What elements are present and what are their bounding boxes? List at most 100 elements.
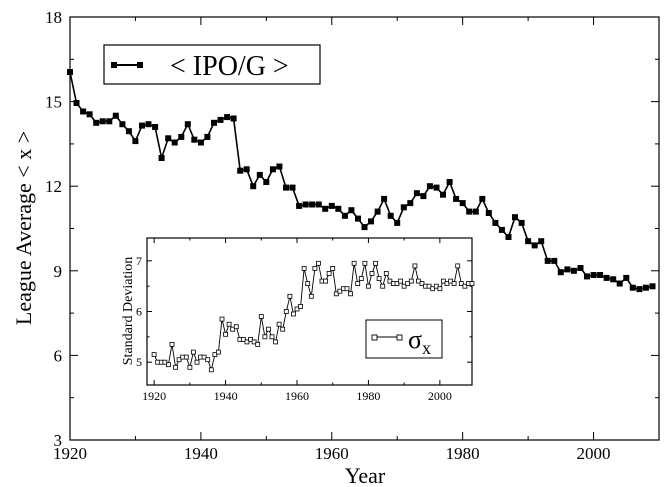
main-data-point bbox=[283, 184, 289, 191]
inset-data-point bbox=[426, 283, 432, 289]
inset-data-point bbox=[419, 281, 425, 287]
inset-data-point bbox=[387, 278, 393, 284]
main-data-point bbox=[67, 69, 73, 75]
main-data-point bbox=[538, 238, 545, 245]
main-data-point bbox=[584, 273, 590, 280]
inset-data-point bbox=[369, 271, 375, 276]
main-data-point bbox=[636, 286, 643, 293]
inset-data-point bbox=[323, 278, 329, 284]
inset-data-point bbox=[326, 271, 332, 276]
main-legend-marker-2 bbox=[137, 62, 143, 68]
inset-data-point bbox=[376, 276, 382, 282]
inset-data-point bbox=[280, 326, 286, 332]
inset-data-point bbox=[294, 306, 300, 312]
main-data-point bbox=[564, 266, 571, 273]
main-data-point bbox=[577, 265, 584, 271]
main-legend-marker-1 bbox=[111, 62, 117, 68]
main-data-point bbox=[256, 171, 263, 178]
inset-data-point bbox=[201, 354, 207, 360]
inset-data-point bbox=[301, 265, 307, 271]
main-data-point bbox=[440, 191, 446, 198]
inset-data-point bbox=[444, 281, 450, 287]
inset-data-point bbox=[208, 367, 214, 373]
main-data-point bbox=[518, 219, 525, 226]
inset-legend-marker-1 bbox=[371, 334, 378, 341]
main-data-point bbox=[341, 212, 348, 219]
inset-data-point bbox=[226, 321, 232, 327]
main-data-point bbox=[361, 224, 368, 231]
inset-x-tick-label: 1940 bbox=[214, 389, 238, 403]
inset-legend-label: σx bbox=[408, 325, 431, 358]
main-data-point bbox=[322, 205, 329, 212]
main-x-tick-label: 1960 bbox=[315, 444, 349, 463]
main-data-point bbox=[125, 128, 132, 135]
main-data-point bbox=[610, 276, 617, 283]
inset-data-point bbox=[151, 352, 157, 358]
main-data-point bbox=[453, 195, 460, 202]
inset-data-point bbox=[365, 283, 371, 289]
inset-data-point bbox=[433, 283, 439, 289]
main-data-point bbox=[557, 269, 564, 276]
main-data-point bbox=[492, 219, 499, 226]
main-data-point bbox=[348, 207, 355, 214]
inset-data-point bbox=[315, 260, 321, 266]
main-data-point bbox=[269, 166, 276, 173]
main-data-point bbox=[649, 283, 656, 290]
inset-data-point bbox=[173, 364, 179, 370]
inset-data-point bbox=[312, 265, 318, 271]
inset-data-point bbox=[355, 281, 361, 287]
main-y-tick-label: 6 bbox=[54, 346, 63, 365]
main-data-point bbox=[525, 238, 532, 245]
main-axis-ticks: 1920 1940 1960 1980 2000 3 6 9 12 15 18 bbox=[45, 8, 660, 463]
main-data-point bbox=[623, 274, 630, 281]
main-data-point bbox=[191, 136, 198, 143]
inset-data-point bbox=[415, 278, 421, 284]
inset-data-point bbox=[405, 281, 411, 287]
main-data-point bbox=[158, 155, 165, 161]
inset-data-point bbox=[440, 278, 446, 284]
main-x-tick-label: 1980 bbox=[446, 444, 480, 463]
main-data-point bbox=[152, 124, 159, 130]
inset-series bbox=[151, 260, 475, 373]
inset-data-point bbox=[287, 293, 293, 299]
inset-data-point bbox=[437, 286, 443, 292]
main-x-tick-label: 1920 bbox=[53, 444, 87, 463]
main-y-tick-label: 9 bbox=[54, 262, 63, 281]
main-data-point bbox=[211, 119, 217, 126]
inset-data-point bbox=[455, 263, 461, 269]
inset-data-point bbox=[169, 341, 175, 347]
main-data-point bbox=[498, 226, 505, 233]
inset-data-point bbox=[308, 293, 314, 299]
inset-data-point bbox=[162, 359, 168, 365]
inset-x-tick-label: 1980 bbox=[356, 389, 380, 403]
inset-data-point bbox=[448, 278, 454, 284]
main-y-tick-label: 15 bbox=[45, 93, 62, 112]
main-x-tick-label: 2000 bbox=[577, 444, 611, 463]
inset-data-point bbox=[401, 283, 407, 289]
inset-data-point bbox=[344, 286, 350, 292]
main-data-point bbox=[99, 118, 106, 125]
inset-data-point bbox=[183, 354, 189, 360]
main-data-point bbox=[112, 112, 119, 119]
main-data-point bbox=[551, 257, 558, 264]
inset-data-point bbox=[298, 303, 304, 309]
main-data-point bbox=[355, 215, 361, 222]
inset-data-point bbox=[290, 311, 296, 317]
y-axis-title: League Average < x > bbox=[11, 131, 36, 325]
inset-data-point bbox=[469, 281, 475, 287]
main-y-tick-label: 18 bbox=[45, 8, 62, 27]
inset-data-point bbox=[190, 349, 196, 355]
inset-data-point bbox=[305, 281, 311, 287]
main-data-point bbox=[394, 219, 401, 226]
inset-y-axis-title: Standard Deviation bbox=[121, 257, 136, 365]
inset-data-point bbox=[380, 283, 386, 289]
inset-data-point bbox=[255, 341, 261, 347]
main-data-point bbox=[485, 210, 492, 216]
main-x-tick-label: 1940 bbox=[184, 444, 218, 463]
main-data-point bbox=[86, 111, 93, 118]
inset-data-point bbox=[244, 339, 250, 345]
main-data-point bbox=[204, 133, 211, 140]
main-data-point bbox=[616, 280, 623, 287]
main-data-point bbox=[446, 179, 453, 185]
main-data-point bbox=[597, 272, 604, 278]
